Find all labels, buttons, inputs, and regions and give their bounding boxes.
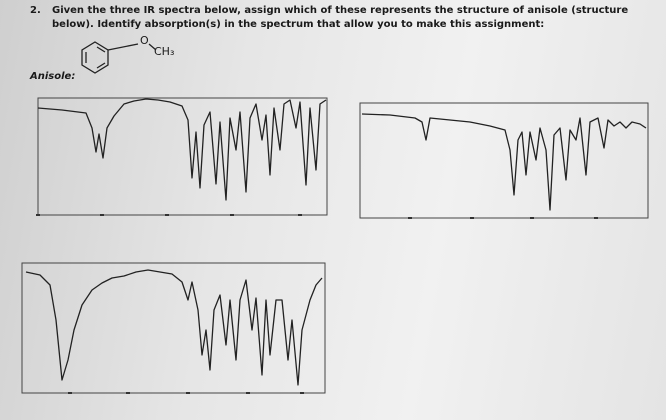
spectrum-1: [36, 97, 328, 216]
anisole-structure: [81, 41, 157, 74]
question-number: 2.: [30, 5, 41, 16]
anisole-label: Anisole:: [30, 71, 76, 82]
question-text: Given the three IR spectra below, assign…: [52, 5, 629, 30]
oxygen-label: O: [140, 34, 149, 47]
methyl-label: CH₃: [154, 45, 175, 58]
spectrum-2: [359, 102, 649, 219]
spectrum-3: [21, 262, 326, 394]
